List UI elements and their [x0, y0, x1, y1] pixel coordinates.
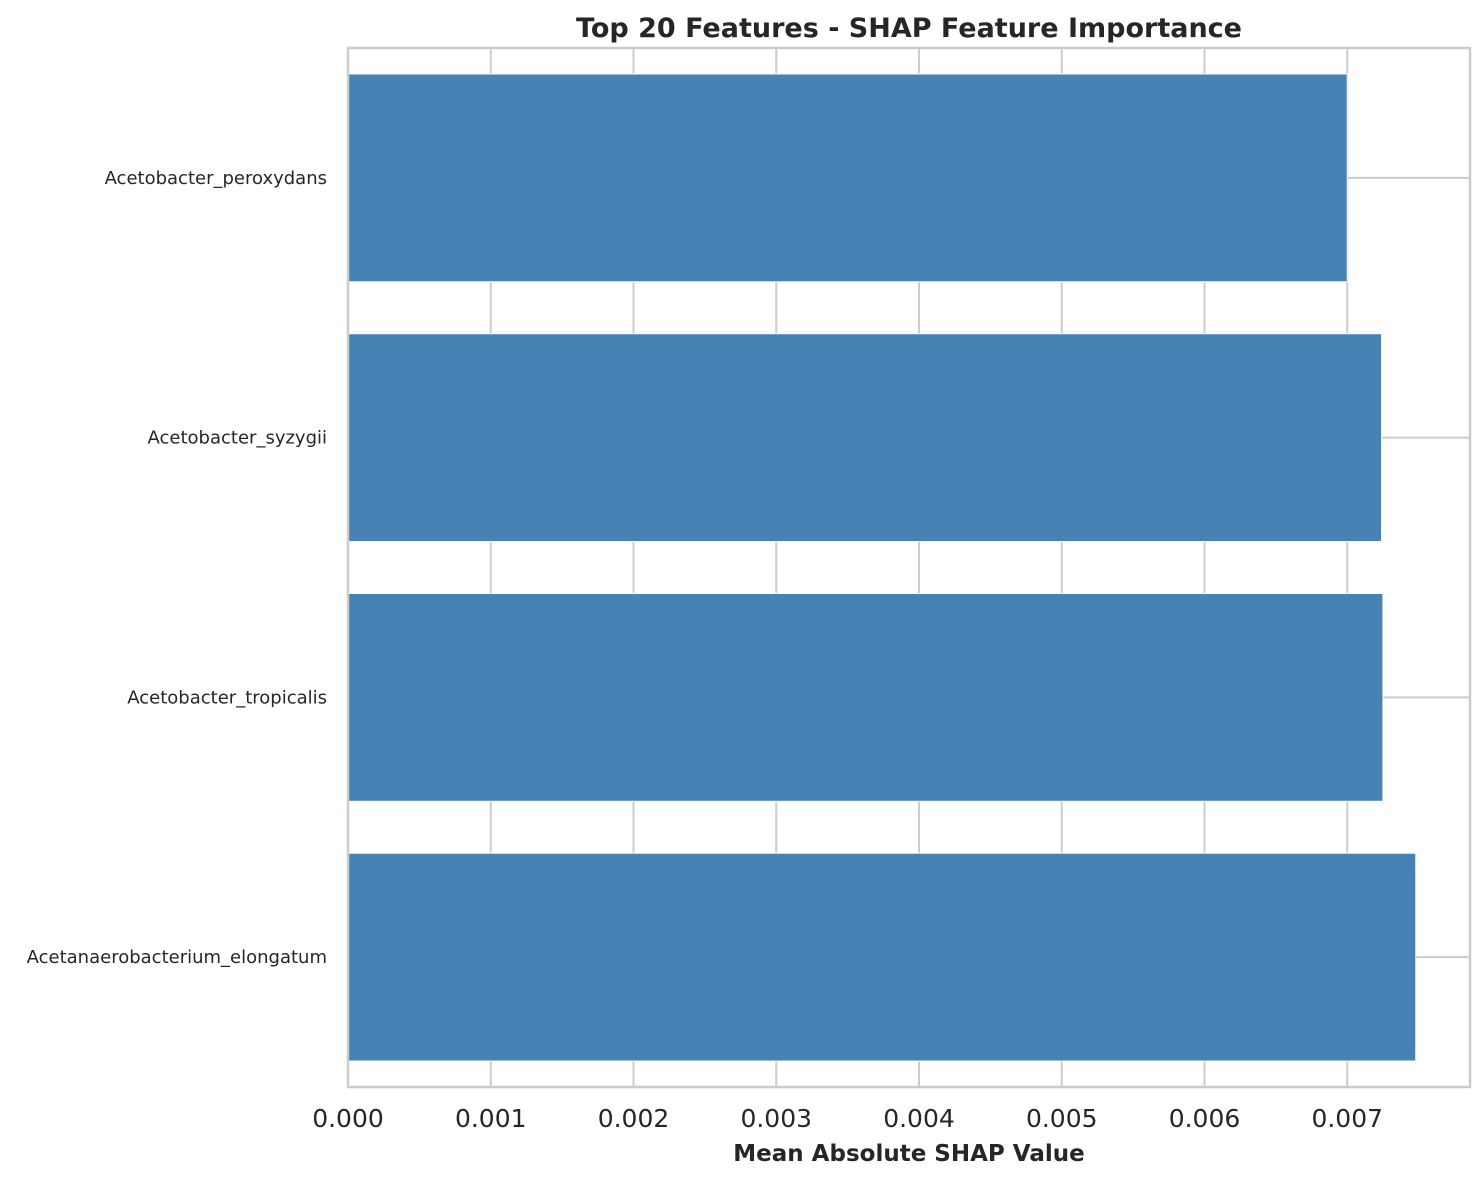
x-tick-label: 0.002	[598, 1104, 670, 1133]
x-tick-label: 0.003	[740, 1104, 812, 1133]
x-axis-ticks: 0.000 0.001 0.002 0.003 0.004 0.005 0.006 0.007	[312, 1104, 1383, 1133]
y-axis-ticks: Acetobacter_peroxydans Acetobacter_syzygi…	[27, 168, 327, 968]
bar-acetanaerobacterium-elongatum	[347, 852, 1417, 1062]
y-tick-label: Acetobacter_syzygii	[148, 428, 327, 449]
x-tick-label: 0.006	[1169, 1104, 1241, 1133]
x-tick-label: 0.007	[1311, 1104, 1383, 1133]
x-tick-label: 0.000	[312, 1104, 384, 1133]
plot-frame	[346, 46, 1472, 1089]
x-tick-label: 0.001	[455, 1104, 527, 1133]
y-tick-label: Acetobacter_tropicalis	[127, 687, 327, 708]
bar-acetobacter-tropicalis	[347, 592, 1384, 802]
x-axis-label: Mean Absolute SHAP Value	[733, 1141, 1084, 1167]
x-tick-label: 0.004	[883, 1104, 955, 1133]
bar-acetobacter-peroxydans	[347, 73, 1348, 283]
x-tick-label: 0.005	[1026, 1104, 1098, 1133]
bar-acetobacter-syzygii	[347, 333, 1382, 543]
bars	[347, 73, 1417, 1062]
y-tick-label: Acetobacter_peroxydans	[105, 168, 327, 189]
plot-border	[346, 46, 1472, 1089]
y-tick-label: Acetanaerobacterium_elongatum	[27, 947, 327, 968]
chart-title: Top 20 Features - SHAP Feature Importanc…	[576, 13, 1242, 44]
